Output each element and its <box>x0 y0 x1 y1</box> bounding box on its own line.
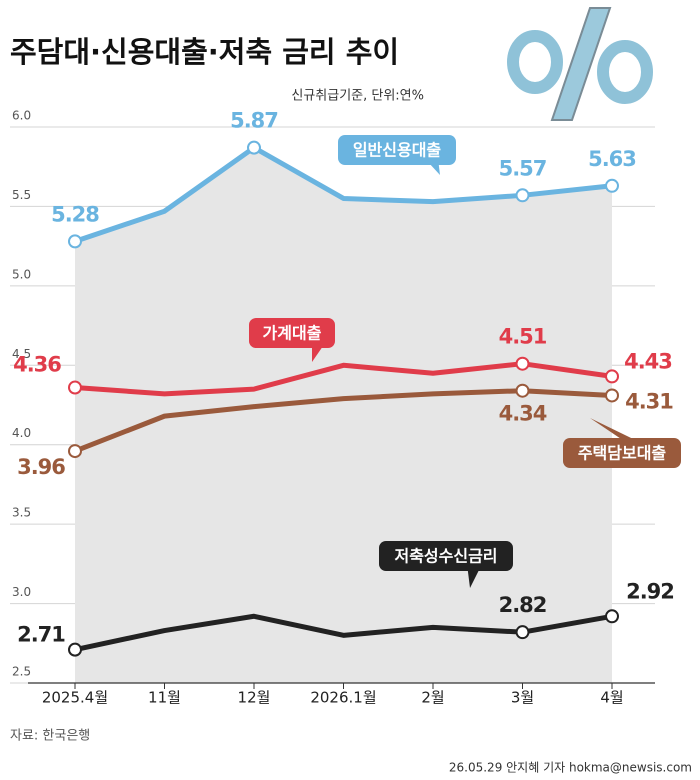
point <box>247 140 261 155</box>
chart-title: 주담대·신용대출·저축 금리 추이 <box>10 35 399 69</box>
value-label: 4.31 <box>625 389 673 413</box>
value-label: 4.43 <box>624 349 672 373</box>
legend-label: 일반신용대출 <box>353 141 442 160</box>
point <box>68 642 82 657</box>
value-label: 2.82 <box>499 593 547 617</box>
credit: 26.05.29 안지혜 기자 hokma@newsis.com <box>449 761 692 775</box>
x-tick-label: 3월 <box>511 689 534 707</box>
x-tick-label: 2025.4월 <box>42 689 108 707</box>
value-label: 2.71 <box>17 623 65 647</box>
point <box>605 369 619 384</box>
name-box <box>338 135 456 165</box>
point <box>68 380 82 395</box>
point <box>515 356 530 371</box>
y-tick-label: 6.0 <box>12 109 31 123</box>
point <box>68 444 82 459</box>
x-tick-label: 2월 <box>421 689 444 707</box>
y-tick-label: 5.5 <box>12 188 31 202</box>
name-box <box>249 318 335 348</box>
name-box <box>379 541 513 571</box>
source: 자료: 한국은행 <box>10 728 90 744</box>
value-label: 3.96 <box>17 455 65 479</box>
point <box>68 234 82 249</box>
legend-label: 저축성수신금리 <box>394 547 497 566</box>
value-label: 5.87 <box>230 109 278 133</box>
y-tick-label: 5.0 <box>12 267 31 281</box>
point <box>515 625 530 640</box>
point <box>515 188 530 203</box>
point <box>605 388 619 403</box>
value-label: 5.57 <box>499 156 547 180</box>
x-tick-label: 4월 <box>600 689 623 707</box>
value-label: 2.92 <box>626 579 674 603</box>
percent-graphic <box>507 7 653 121</box>
point <box>605 178 619 193</box>
x-tick-label: 2026.1월 <box>310 689 376 707</box>
value-label: 5.63 <box>588 147 636 171</box>
x-tick-label: 11월 <box>148 689 181 707</box>
y-tick-label: 4.0 <box>12 426 31 440</box>
y-tick-label: 3.0 <box>12 585 31 599</box>
legend-label: 주택담보대출 <box>578 444 667 463</box>
value-label: 4.34 <box>499 402 547 426</box>
name-box <box>563 438 681 468</box>
point <box>515 383 530 398</box>
point <box>605 609 619 624</box>
value-label: 4.36 <box>13 353 61 377</box>
y-tick-label: 3.5 <box>12 506 31 520</box>
legend-label: 가계대출 <box>263 324 322 343</box>
value-label: 5.28 <box>51 202 99 226</box>
value-label: 4.51 <box>499 325 547 349</box>
x-tick-label: 12월 <box>238 689 271 707</box>
y-tick-label: 4.5 <box>12 347 31 361</box>
chart-subtitle: 신규취급기준, 단위:연% <box>291 89 424 104</box>
y-tick-label: 2.5 <box>12 665 31 679</box>
